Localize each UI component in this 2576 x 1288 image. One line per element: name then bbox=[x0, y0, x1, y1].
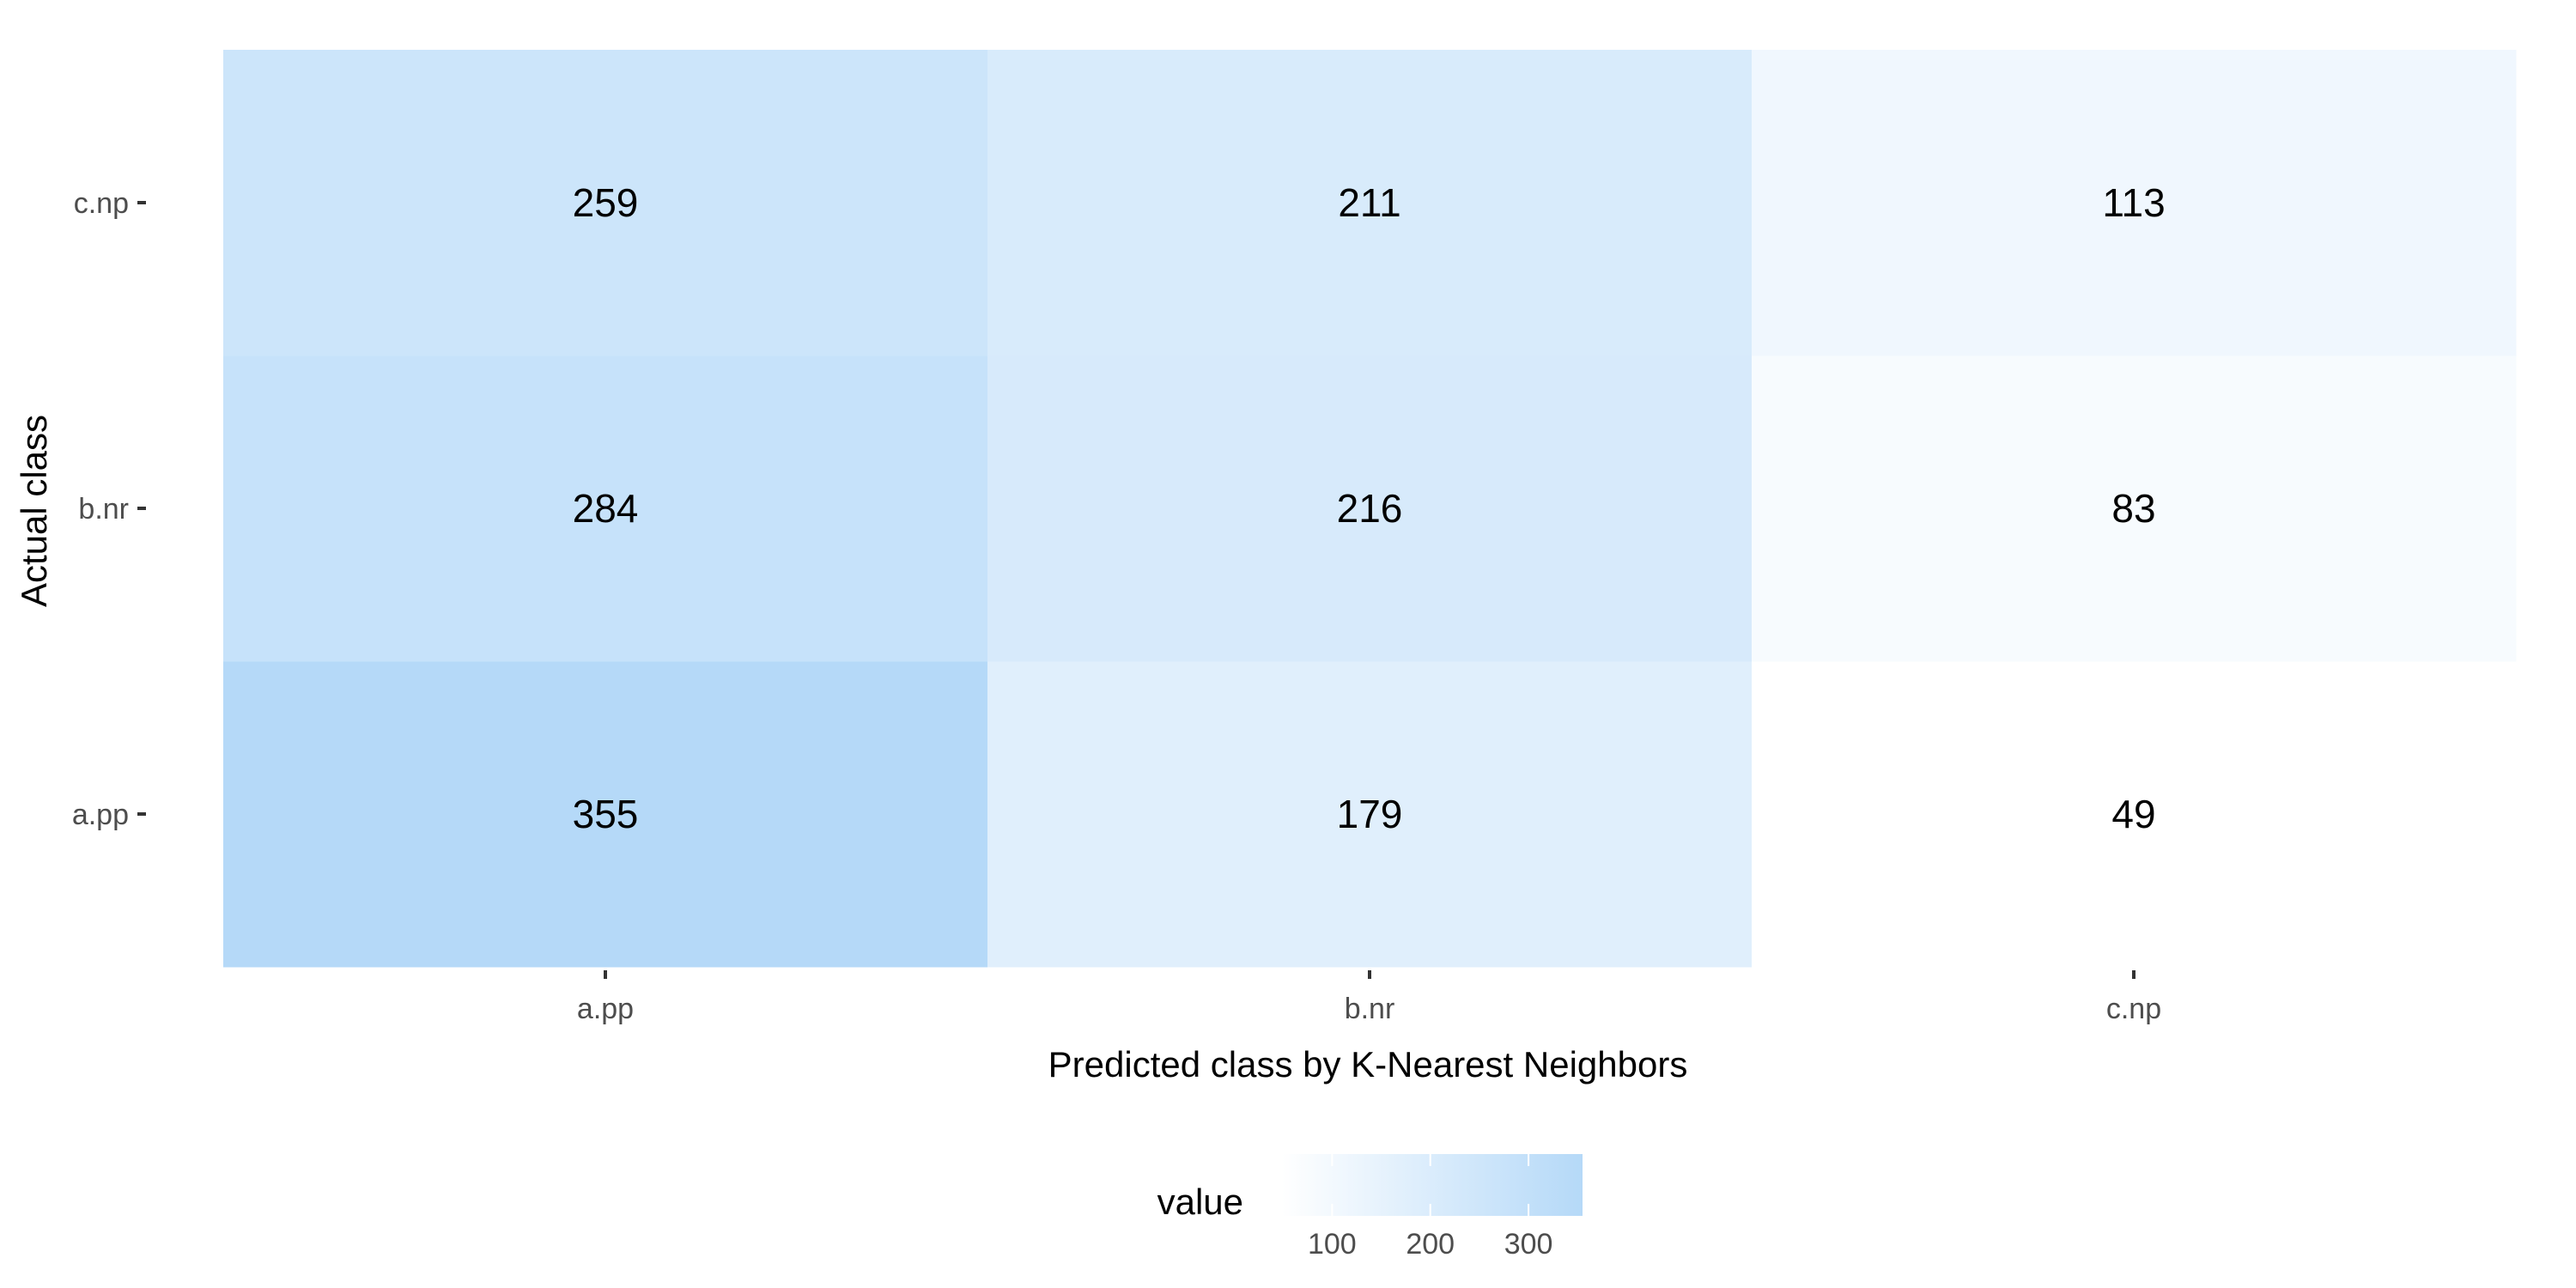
legend-tick-label: 200 bbox=[1406, 1228, 1455, 1261]
heatmap-cell-c.np-b.nr bbox=[987, 50, 1753, 356]
y-tick-label: b.nr bbox=[78, 493, 129, 526]
cell-value-label: 259 bbox=[573, 180, 639, 225]
heatmap-cells bbox=[223, 50, 2517, 968]
legend-colorbar bbox=[1282, 1154, 1583, 1216]
heatmap-cell-a.pp-b.nr bbox=[987, 661, 1753, 968]
x-tick-label: b.nr bbox=[1345, 993, 1395, 1025]
x-tick-label: a.pp bbox=[577, 993, 634, 1025]
y-axis-title: Actual class bbox=[14, 415, 54, 607]
legend-ticks: 100 200 300 bbox=[1308, 1154, 1552, 1261]
y-axis: a.pp b.nr c.np bbox=[72, 187, 146, 831]
x-axis-title: Predicted class by K-Nearest Neighbors bbox=[1048, 1044, 1688, 1084]
x-axis: a.pp b.nr c.np bbox=[577, 970, 2161, 1025]
heatmap-cell-a.pp-c.np bbox=[1752, 661, 2517, 968]
legend-title: value bbox=[1157, 1182, 1243, 1222]
heatmap-cell-a.pp-a.pp bbox=[223, 661, 988, 968]
heatmap-cell-b.nr-b.nr bbox=[987, 355, 1753, 662]
cell-value-label: 216 bbox=[1337, 486, 1403, 531]
heatmap-cell-b.nr-c.np bbox=[1752, 355, 2517, 662]
heatmap-cell-b.nr-a.pp bbox=[223, 355, 988, 662]
color-legend: value 100 200 300 bbox=[1157, 1154, 1583, 1261]
cell-value-label: 355 bbox=[573, 792, 639, 836]
heatmap-cell-labels: 355 179 49 284 216 83 259 211 113 bbox=[573, 180, 2166, 836]
y-tick-label: a.pp bbox=[72, 799, 129, 831]
y-tick-label: c.np bbox=[74, 187, 129, 220]
cell-value-label: 211 bbox=[1338, 180, 1400, 225]
heatmap-cell-c.np-c.np bbox=[1752, 50, 2517, 356]
cell-value-label: 113 bbox=[2102, 180, 2165, 225]
legend-tick-label: 100 bbox=[1308, 1228, 1357, 1261]
cell-value-label: 83 bbox=[2111, 486, 2155, 531]
cell-value-label: 179 bbox=[1337, 792, 1403, 836]
x-tick-label: c.np bbox=[2106, 993, 2161, 1025]
cell-value-label: 49 bbox=[2111, 792, 2155, 836]
legend-tick-label: 300 bbox=[1504, 1228, 1553, 1261]
cell-value-label: 284 bbox=[573, 486, 639, 531]
heatmap-cell-c.np-a.pp bbox=[223, 50, 988, 356]
